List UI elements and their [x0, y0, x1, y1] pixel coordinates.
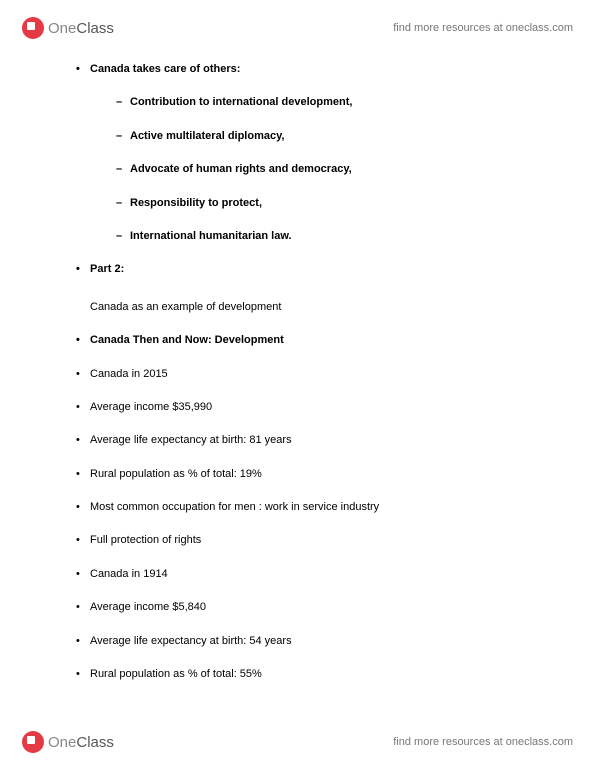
cares-item-0: Contribution to international developmen… — [70, 95, 525, 110]
intro-heading: Canada takes care of others: — [70, 62, 525, 77]
logo-class: Class — [76, 20, 114, 37]
part2-subtitle: Canada as an example of development — [70, 300, 525, 315]
canada-1914-income: Average income $5,840 — [70, 600, 525, 615]
canada-1914-rural: Rural population as % of total: 55% — [70, 667, 525, 682]
canada-2015-rights: Full protection of rights — [70, 533, 525, 548]
canada-1914-heading: Canada in 1914 — [70, 567, 525, 582]
canada-2015-heading: Canada in 2015 — [70, 367, 525, 382]
part2-label: Part 2: — [70, 262, 525, 277]
logo-one: One — [48, 20, 76, 37]
cares-item-1: Active multilateral diplomacy, — [70, 129, 525, 144]
document-body: Canada takes care of others: Contributio… — [0, 62, 595, 700]
logo-icon — [22, 17, 44, 39]
logo-class-footer: Class — [76, 734, 114, 751]
canada-2015-life-expectancy: Average life expectancy at birth: 81 yea… — [70, 433, 525, 448]
brand-logo-footer[interactable]: OneClass — [22, 731, 114, 753]
page-footer: OneClass find more resources at oneclass… — [0, 724, 595, 760]
resources-link-top[interactable]: find more resources at oneclass.com — [393, 22, 573, 34]
logo-text: OneClass — [48, 20, 114, 37]
canada-2015-occupation: Most common occupation for men : work in… — [70, 500, 525, 515]
brand-logo[interactable]: OneClass — [22, 17, 114, 39]
canada-2015-rural: Rural population as % of total: 19% — [70, 467, 525, 482]
logo-one-footer: One — [48, 734, 76, 751]
page-header: OneClass find more resources at oneclass… — [0, 10, 595, 46]
canada-1914-life-expectancy: Average life expectancy at birth: 54 yea… — [70, 634, 525, 649]
resources-link-bottom[interactable]: find more resources at oneclass.com — [393, 736, 573, 748]
then-now-heading: Canada Then and Now: Development — [70, 333, 525, 348]
cares-item-2: Advocate of human rights and democracy, — [70, 162, 525, 177]
canada-2015-income: Average income $35,990 — [70, 400, 525, 415]
cares-item-4: International humanitarian law. — [70, 229, 525, 244]
cares-item-3: Responsibility to protect, — [70, 196, 525, 211]
logo-text-footer: OneClass — [48, 734, 114, 751]
logo-icon-footer — [22, 731, 44, 753]
